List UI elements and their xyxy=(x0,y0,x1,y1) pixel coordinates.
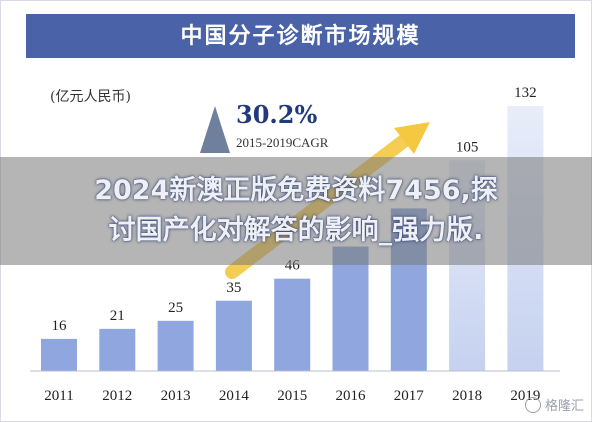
x-tick-2011: 2011 xyxy=(44,388,73,404)
bar-2015 xyxy=(274,278,311,371)
arrow-head-icon xyxy=(394,122,430,154)
bar-2012 xyxy=(99,328,136,371)
banner-line-1: 2024新澳正版免费资料7456,探 xyxy=(94,175,498,206)
cagr-triangle-icon xyxy=(200,106,230,153)
x-tick-2016: 2016 xyxy=(336,388,367,404)
x-tick-2012: 2012 xyxy=(102,388,132,404)
x-tick-2018: 2018 xyxy=(452,388,482,404)
overlay-banner: 2024新澳正版免费资料7456,探 讨国产化对解答的影响_强力版. xyxy=(0,157,592,265)
watermark: 格隆汇 xyxy=(524,395,584,414)
banner-line-2: 讨国产化对解答的影响_强力版. xyxy=(108,215,484,246)
cagr-label: 2015-2019CAGR xyxy=(236,135,329,150)
chart-title: 中国分子诊断市场规模 xyxy=(26,14,575,58)
data-label-2019: 132 xyxy=(514,85,537,101)
data-label-2011: 16 xyxy=(52,318,68,334)
x-tick-2015: 2015 xyxy=(277,388,307,404)
data-label-2012: 21 xyxy=(110,308,125,324)
unit-label: (亿元人民币) xyxy=(50,89,131,105)
x-tick-2013: 2013 xyxy=(161,388,191,404)
bar-2014 xyxy=(215,300,252,371)
cagr-value: 30.2% xyxy=(236,100,318,129)
x-tick-2017: 2017 xyxy=(394,388,425,404)
bar-2016 xyxy=(332,246,369,371)
data-label-2013: 25 xyxy=(168,300,183,316)
x-tick-labels-group: 2011 2012 2013 2014 2015 2016 2017 2018 2019 xyxy=(44,388,540,404)
watermark-logo-icon xyxy=(524,396,541,413)
bar-2013 xyxy=(157,320,194,371)
data-label-2014: 35 xyxy=(226,280,241,296)
data-label-2018: 105 xyxy=(456,139,479,155)
bar-2011 xyxy=(41,338,77,371)
x-tick-2014: 2014 xyxy=(219,388,250,404)
watermark-text: 格隆汇 xyxy=(544,399,584,414)
